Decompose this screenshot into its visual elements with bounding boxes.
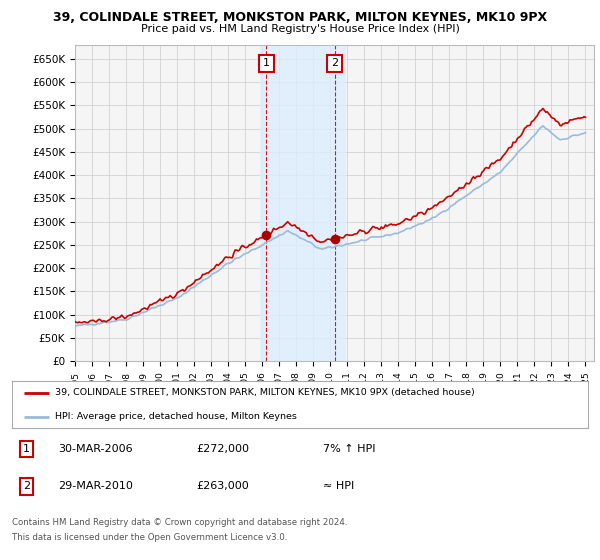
Text: Price paid vs. HM Land Registry's House Price Index (HPI): Price paid vs. HM Land Registry's House … xyxy=(140,24,460,34)
Text: Contains HM Land Registry data © Crown copyright and database right 2024.: Contains HM Land Registry data © Crown c… xyxy=(12,518,347,527)
Text: 1: 1 xyxy=(263,58,270,68)
Text: £263,000: £263,000 xyxy=(196,482,249,492)
Text: ≈ HPI: ≈ HPI xyxy=(323,482,354,492)
Text: 1: 1 xyxy=(23,444,30,454)
Text: This data is licensed under the Open Government Licence v3.0.: This data is licensed under the Open Gov… xyxy=(12,533,287,542)
Text: 39, COLINDALE STREET, MONKSTON PARK, MILTON KEYNES, MK10 9PX: 39, COLINDALE STREET, MONKSTON PARK, MIL… xyxy=(53,11,547,24)
Text: 39, COLINDALE STREET, MONKSTON PARK, MILTON KEYNES, MK10 9PX (detached house): 39, COLINDALE STREET, MONKSTON PARK, MIL… xyxy=(55,388,475,397)
Bar xyxy=(260,45,346,361)
Text: 2: 2 xyxy=(331,58,338,68)
Text: HPI: Average price, detached house, Milton Keynes: HPI: Average price, detached house, Milt… xyxy=(55,412,297,421)
Text: £272,000: £272,000 xyxy=(196,444,250,454)
Text: 30-MAR-2006: 30-MAR-2006 xyxy=(58,444,133,454)
Text: 2: 2 xyxy=(23,482,30,492)
Text: 7% ↑ HPI: 7% ↑ HPI xyxy=(323,444,376,454)
Text: 29-MAR-2010: 29-MAR-2010 xyxy=(58,482,133,492)
